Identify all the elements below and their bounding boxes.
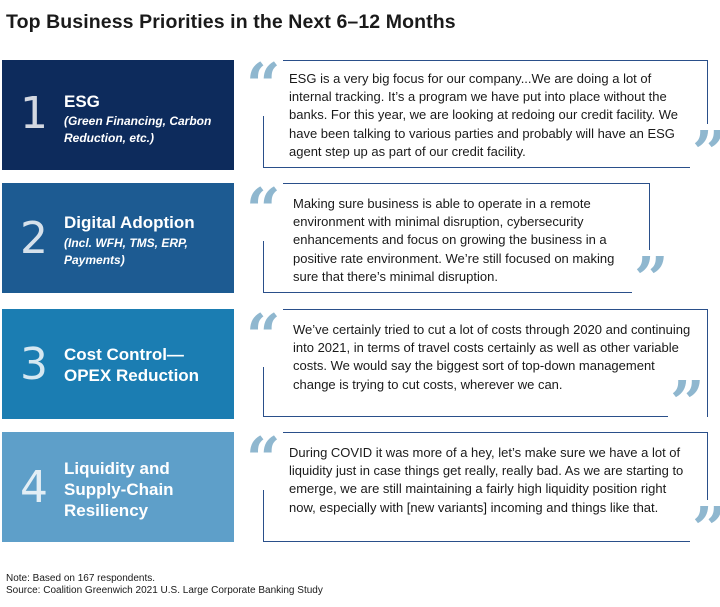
quote-box-1 [263, 60, 708, 168]
priority-panel-4: 4 Liquidity and Supply-Chain Resiliency [2, 432, 234, 542]
priority-heading: Liquidity and Supply-Chain Resiliency [64, 459, 174, 520]
close-quote-icon: ” [690, 124, 720, 184]
priority-number: 1 [20, 88, 48, 139]
quote-text-1: ESG is a very big focus for our company.… [289, 71, 678, 159]
quote-box-3 [263, 309, 708, 417]
open-quote-icon: “ [244, 425, 283, 495]
footnote: Note: Based on 167 respondents. [6, 573, 155, 584]
page-title: Top Business Priorities in the Next 6–12… [6, 11, 456, 33]
priority-number: 3 [20, 339, 48, 390]
open-quote-icon: “ [244, 176, 283, 246]
quote-text-4: During COVID it was more of a hey, let’s… [289, 445, 684, 515]
close-quote-icon: ” [632, 245, 671, 315]
priority-number: 4 [20, 462, 48, 513]
priority-subheading: (Green Financing, Carbon Reduction, etc.… [64, 114, 212, 145]
priority-panel-1: 1 ESG (Green Financing, Carbon Reduction… [2, 60, 234, 170]
priority-heading: ESG [64, 92, 100, 111]
source-note: Source: Coalition Greenwich 2021 U.S. La… [6, 585, 323, 596]
priority-number: 2 [20, 213, 48, 264]
quote-text-3: We’ve certainly tried to cut a lot of co… [293, 322, 691, 392]
close-quote-icon: ” [690, 500, 720, 560]
quote-box-4 [263, 432, 708, 542]
priority-heading: Digital Adoption [64, 213, 195, 232]
quote-box-2 [263, 183, 650, 293]
close-quote-icon: ” [668, 369, 707, 439]
priority-subheading: (Incl. WFH, TMS, ERP, Payments) [64, 236, 188, 267]
quote-text-2: Making sure business is able to operate … [293, 196, 615, 284]
open-quote-icon: “ [244, 302, 283, 372]
priority-panel-3: 3 Cost Control— OPEX Reduction [2, 309, 234, 419]
priority-heading: Cost Control— OPEX Reduction [64, 345, 200, 385]
priority-panel-2: 2 Digital Adoption (Incl. WFH, TMS, ERP,… [2, 183, 234, 293]
open-quote-icon: “ [244, 51, 283, 121]
